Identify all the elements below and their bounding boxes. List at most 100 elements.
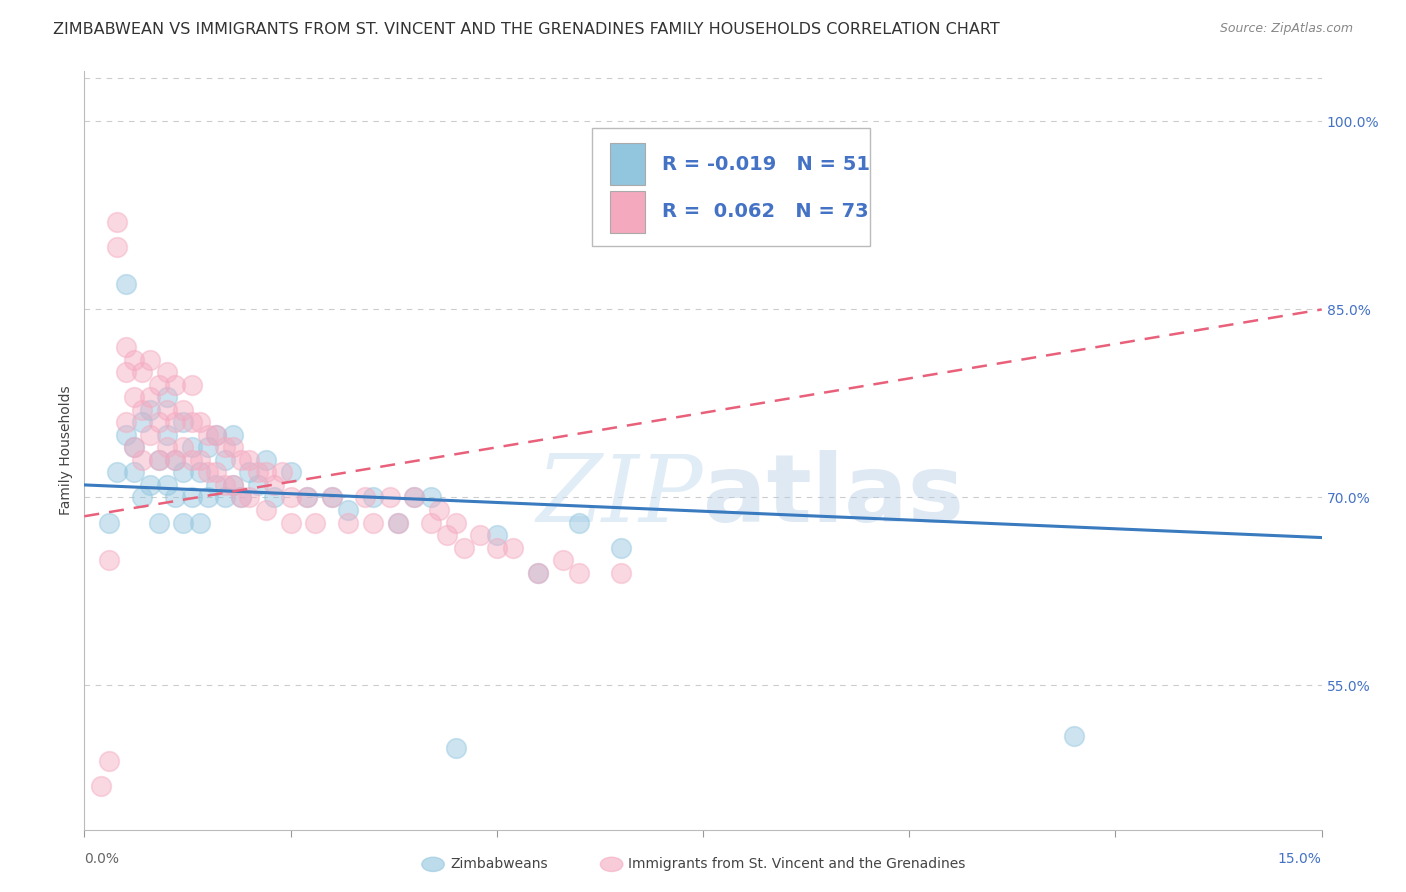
Point	[148, 453, 170, 467]
Point	[148, 453, 170, 467]
Point	[229, 453, 252, 467]
Point	[254, 466, 277, 480]
Point	[139, 352, 162, 367]
Point	[295, 491, 318, 505]
Point	[98, 754, 121, 768]
Point	[131, 415, 153, 429]
Point	[304, 516, 326, 530]
Point	[188, 466, 211, 480]
Point	[321, 491, 343, 505]
Point	[122, 352, 145, 367]
Point	[246, 478, 269, 492]
Point	[295, 491, 318, 505]
Text: Immigrants from St. Vincent and the Grenadines: Immigrants from St. Vincent and the Gren…	[628, 857, 966, 871]
Point	[263, 491, 285, 505]
Point	[148, 377, 170, 392]
Point	[387, 516, 409, 530]
Point	[238, 453, 260, 467]
Point	[321, 491, 343, 505]
Point	[139, 427, 162, 442]
Point	[609, 541, 631, 555]
Point	[229, 491, 252, 505]
Point	[114, 277, 136, 292]
Point	[271, 466, 294, 480]
Text: R =  0.062   N = 73: R = 0.062 N = 73	[662, 202, 869, 221]
Point	[527, 566, 550, 580]
Point	[205, 478, 228, 492]
Point	[114, 427, 136, 442]
Point	[453, 541, 475, 555]
Point	[222, 440, 245, 454]
Point	[214, 491, 236, 505]
Point	[214, 453, 236, 467]
Point	[188, 516, 211, 530]
Point	[156, 402, 179, 417]
FancyBboxPatch shape	[610, 144, 645, 186]
Point	[419, 491, 441, 505]
Point	[361, 516, 384, 530]
Point	[205, 466, 228, 480]
Point	[222, 478, 245, 492]
Point	[122, 466, 145, 480]
Point	[427, 503, 450, 517]
Point	[180, 377, 202, 392]
Point	[156, 365, 179, 379]
Point	[353, 491, 375, 505]
Point	[280, 466, 302, 480]
Point	[502, 541, 524, 555]
Point	[156, 390, 179, 404]
Point	[197, 427, 219, 442]
Point	[568, 566, 591, 580]
Point	[114, 340, 136, 354]
Point	[172, 440, 194, 454]
Point	[263, 478, 285, 492]
Point	[197, 466, 219, 480]
Point	[229, 491, 252, 505]
Point	[139, 390, 162, 404]
Point	[131, 491, 153, 505]
Point	[361, 491, 384, 505]
Point	[114, 365, 136, 379]
Point	[246, 466, 269, 480]
Point	[337, 503, 360, 517]
Point	[156, 440, 179, 454]
Point	[180, 453, 202, 467]
FancyBboxPatch shape	[592, 128, 870, 245]
Point	[105, 215, 128, 229]
Point	[214, 440, 236, 454]
Point	[122, 390, 145, 404]
Point	[205, 427, 228, 442]
Point	[568, 516, 591, 530]
Point	[131, 453, 153, 467]
Point	[214, 478, 236, 492]
Point	[131, 402, 153, 417]
Text: ZIP: ZIP	[536, 451, 703, 541]
Point	[222, 427, 245, 442]
Point	[156, 427, 179, 442]
Text: ZIMBABWEAN VS IMMIGRANTS FROM ST. VINCENT AND THE GRENADINES FAMILY HOUSEHOLDS C: ZIMBABWEAN VS IMMIGRANTS FROM ST. VINCEN…	[53, 22, 1000, 37]
Point	[485, 528, 508, 542]
Text: R = -0.019   N = 51: R = -0.019 N = 51	[662, 155, 870, 174]
Point	[122, 440, 145, 454]
Point	[404, 491, 426, 505]
Point	[105, 240, 128, 254]
Point	[387, 516, 409, 530]
Y-axis label: Family Households: Family Households	[59, 385, 73, 516]
Point	[122, 440, 145, 454]
Point	[172, 415, 194, 429]
Text: 0.0%: 0.0%	[84, 852, 120, 866]
Point	[551, 553, 574, 567]
Text: 15.0%: 15.0%	[1278, 852, 1322, 866]
Point	[114, 415, 136, 429]
Point	[238, 491, 260, 505]
FancyBboxPatch shape	[610, 191, 645, 233]
Point	[180, 415, 202, 429]
Point	[280, 491, 302, 505]
Point	[156, 478, 179, 492]
Text: Source: ZipAtlas.com: Source: ZipAtlas.com	[1219, 22, 1353, 36]
Point	[98, 553, 121, 567]
Point	[197, 440, 219, 454]
Point	[139, 402, 162, 417]
Point	[131, 365, 153, 379]
Point	[180, 440, 202, 454]
